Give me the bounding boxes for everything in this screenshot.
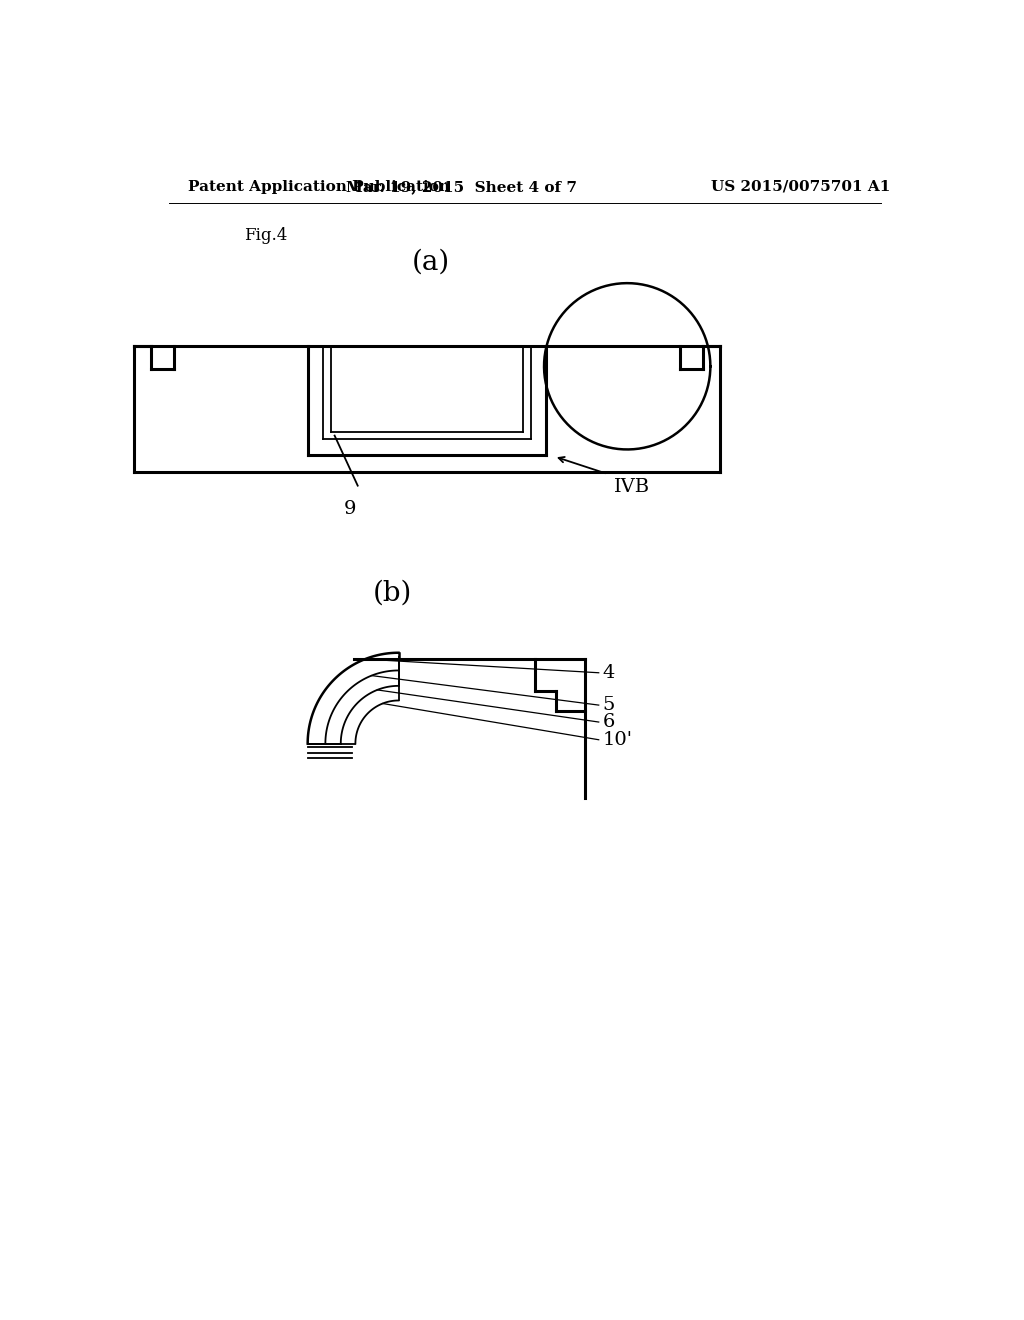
Text: Patent Application Publication: Patent Application Publication — [188, 180, 451, 194]
Text: 9: 9 — [344, 499, 356, 517]
Text: 6: 6 — [602, 713, 615, 731]
Text: IVB: IVB — [614, 478, 650, 496]
Text: 10': 10' — [602, 731, 633, 748]
Text: Fig.4: Fig.4 — [245, 227, 288, 244]
Text: (b): (b) — [373, 579, 412, 607]
Text: (a): (a) — [412, 249, 450, 276]
Text: US 2015/0075701 A1: US 2015/0075701 A1 — [711, 180, 890, 194]
Text: 5: 5 — [602, 696, 615, 714]
Text: 4: 4 — [602, 664, 615, 681]
Text: Mar. 19, 2015  Sheet 4 of 7: Mar. 19, 2015 Sheet 4 of 7 — [346, 180, 578, 194]
